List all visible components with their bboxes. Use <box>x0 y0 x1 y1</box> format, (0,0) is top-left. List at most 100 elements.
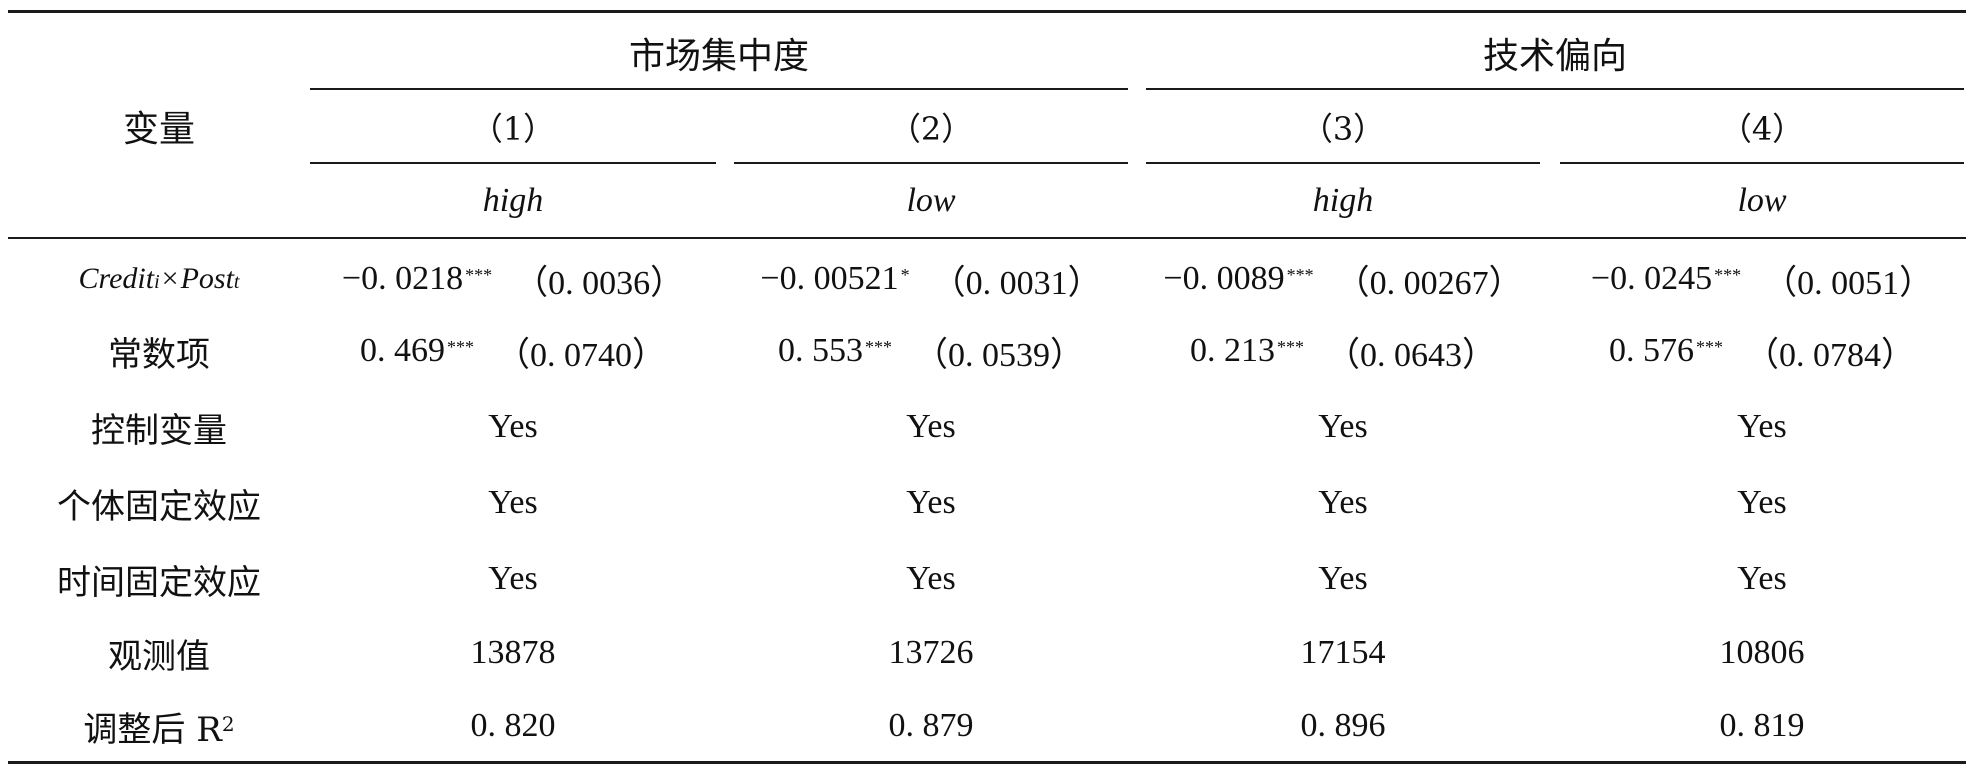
column-subgroup-1-label: high <box>482 182 544 219</box>
observations-value-3: 17154 <box>1300 634 1386 671</box>
interaction-times: × <box>161 262 179 295</box>
column-number-2: （2） <box>734 92 1128 162</box>
interaction-estimate-4: −0. 0245 <box>1590 260 1713 297</box>
column-number-3-label: （3） <box>1300 110 1386 148</box>
column-subgroup-2-label: low <box>906 182 956 219</box>
column-subgroup-4: low <box>1560 166 1964 236</box>
controls-value-3: Yes <box>1318 408 1368 445</box>
time-fe-value-1: Yes <box>488 560 538 597</box>
interaction-stars-3: *** <box>1286 264 1314 285</box>
interaction-se-3: （0. 00267） <box>1335 264 1523 302</box>
controls-label: 控制变量 <box>91 410 227 451</box>
column-rule-3 <box>1146 162 1540 164</box>
constant-se-3: （0. 0643） <box>1326 336 1496 374</box>
group-rule-market <box>310 88 1128 90</box>
constant-stars-1: *** <box>447 336 474 357</box>
time-fe-cell-4: Yes <box>1560 543 1964 615</box>
constant-estimate-3: 0. 213 <box>1190 332 1275 369</box>
interaction-credit-subscript: i <box>154 270 160 293</box>
column-subgroup-1: high <box>310 166 716 236</box>
adj-r2-value-2: 0. 879 <box>888 707 974 744</box>
individual-fe-cell-4: Yes <box>1560 467 1964 539</box>
interaction-stars-2: * <box>900 264 910 285</box>
row-label-time-fe: 时间固定效应 <box>8 543 310 615</box>
time-fe-cell-2: Yes <box>734 543 1128 615</box>
interaction-post-subscript: t <box>233 270 240 293</box>
column-subgroup-4-label: low <box>1737 182 1787 219</box>
time-fe-cell-1: Yes <box>310 543 716 615</box>
individual-fe-value-4: Yes <box>1737 484 1787 521</box>
individual-fe-label: 个体固定效应 <box>57 486 261 527</box>
constant-estimate-1: 0. 469 <box>360 332 445 369</box>
time-fe-value-2: Yes <box>906 560 956 597</box>
constant-cell-4: 0. 576 *** （0. 0784） <box>1560 315 1964 387</box>
column-number-4-label: （4） <box>1719 110 1805 148</box>
adj-r2-cell-3: 0. 896 <box>1146 691 1540 761</box>
adj-r2-label: 调整后 R <box>83 709 222 750</box>
row-label-controls: 控制变量 <box>8 391 310 463</box>
group-header-market-label: 市场集中度 <box>628 36 809 77</box>
time-fe-cell-3: Yes <box>1146 543 1540 615</box>
column-number-3: （3） <box>1146 92 1540 162</box>
constant-stars-4: *** <box>1696 336 1723 357</box>
observations-value-2: 13726 <box>888 634 974 671</box>
individual-fe-cell-1: Yes <box>310 467 716 539</box>
constant-cell-3: 0. 213 *** （0. 0643） <box>1146 315 1540 387</box>
time-fe-value-4: Yes <box>1737 560 1787 597</box>
interaction-se-1: （0. 0036） <box>514 264 685 302</box>
controls-value-2: Yes <box>906 408 956 445</box>
column-number-2-label: （2） <box>888 110 974 148</box>
adj-r2-value-1: 0. 820 <box>470 707 556 744</box>
variable-header-label: 变量 <box>122 109 195 150</box>
row-label-interaction: Credit i × Post t <box>8 243 310 315</box>
controls-cell-3: Yes <box>1146 391 1540 463</box>
controls-value-1: Yes <box>488 408 538 445</box>
observations-value-1: 13878 <box>470 634 556 671</box>
interaction-stars-4: *** <box>1714 264 1742 285</box>
column-rule-1 <box>310 162 716 164</box>
interaction-cell-2: −0. 00521 * （0. 0031） <box>734 243 1128 315</box>
observations-cell-1: 13878 <box>310 617 716 689</box>
interaction-estimate-3: −0. 0089 <box>1163 260 1285 297</box>
group-header-market-concentration: 市场集中度 <box>310 18 1128 88</box>
column-number-1-label: （1） <box>470 110 556 148</box>
observations-cell-2: 13726 <box>734 617 1128 689</box>
column-rule-4 <box>1560 162 1964 164</box>
group-header-technology-bias: 技术偏向 <box>1146 18 1964 88</box>
row-label-observations: 观测值 <box>8 617 310 689</box>
interaction-estimate-2: −0. 00521 <box>760 260 899 297</box>
interaction-cell-4: −0. 0245 *** （0. 0051） <box>1560 243 1964 315</box>
constant-cell-1: 0. 469 *** （0. 0740） <box>310 315 716 387</box>
interaction-post: Post <box>180 262 234 295</box>
constant-estimate-2: 0. 553 <box>778 332 863 369</box>
controls-cell-1: Yes <box>310 391 716 463</box>
interaction-credit: Credit <box>78 262 155 295</box>
group-header-tech-label: 技术偏向 <box>1482 36 1627 77</box>
column-subgroup-2: low <box>734 166 1128 236</box>
constant-se-4: （0. 0784） <box>1745 336 1915 374</box>
adj-r2-superscript: 2 <box>221 712 235 736</box>
interaction-cell-1: −0. 0218 *** （0. 0036） <box>310 243 716 315</box>
interaction-cell-3: −0. 0089 *** （0. 00267） <box>1146 243 1540 315</box>
interaction-stars-1: *** <box>465 264 493 285</box>
constant-stars-3: *** <box>1277 336 1304 357</box>
column-number-1: （1） <box>310 92 716 162</box>
column-number-4: （4） <box>1560 92 1964 162</box>
observations-cell-4: 10806 <box>1560 617 1964 689</box>
constant-cell-2: 0. 553 *** （0. 0539） <box>734 315 1128 387</box>
constant-label: 常数项 <box>108 334 210 375</box>
observations-cell-3: 17154 <box>1146 617 1540 689</box>
row-label-constant: 常数项 <box>8 315 310 387</box>
individual-fe-value-3: Yes <box>1318 484 1368 521</box>
constant-se-2: （0. 0539） <box>914 336 1084 374</box>
adj-r2-cell-4: 0. 819 <box>1560 691 1964 761</box>
constant-estimate-4: 0. 576 <box>1609 332 1694 369</box>
header-bottom-rule <box>8 237 1966 239</box>
group-rule-tech <box>1146 88 1964 90</box>
row-label-individual-fe: 个体固定效应 <box>8 467 310 539</box>
individual-fe-cell-2: Yes <box>734 467 1128 539</box>
time-fe-label: 时间固定效应 <box>57 562 261 603</box>
constant-stars-2: *** <box>865 336 892 357</box>
observations-label: 观测值 <box>108 636 210 677</box>
